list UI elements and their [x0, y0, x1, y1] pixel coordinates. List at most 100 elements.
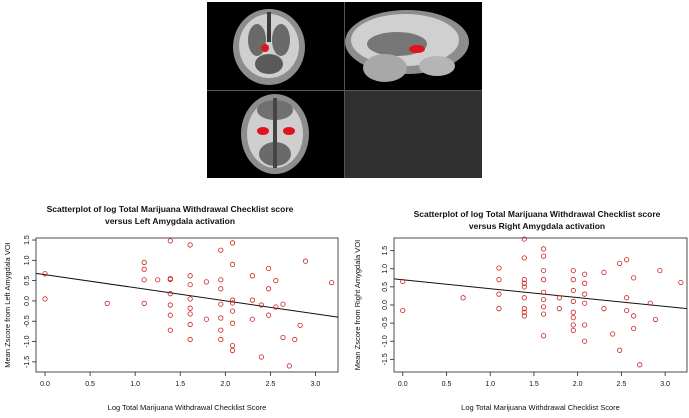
- x-tick-label: 2.0: [573, 381, 583, 388]
- scatter-point: [496, 306, 502, 312]
- scatter-point: [218, 336, 224, 343]
- scatter-point: [249, 297, 255, 303]
- scatter-point: [273, 278, 279, 284]
- scatter-point: [187, 336, 193, 343]
- scatter-point: [141, 259, 147, 265]
- scatter-point: [218, 327, 224, 333]
- scatter-point: [229, 343, 236, 349]
- scatter-point: [218, 277, 224, 283]
- scatter-point: [521, 309, 527, 315]
- scatter-point: [229, 347, 236, 354]
- y-tick-label: 1.5: [382, 246, 389, 256]
- scatter-point: [42, 271, 48, 277]
- scatter-point: [657, 267, 663, 274]
- scatter-point: [521, 295, 527, 301]
- scatter-point: [540, 333, 547, 339]
- y-tick-label: 0.0: [382, 300, 389, 310]
- scatter-point: [400, 278, 406, 285]
- x-tick-label: 3.0: [311, 381, 321, 388]
- scatter-plot-left-amygdala: Scatterplot of log Total Marijuana Withd…: [3, 204, 339, 412]
- scatter-point: [187, 311, 193, 317]
- scatter-point: [521, 280, 527, 286]
- scatter-point: [570, 327, 576, 333]
- scatter-point: [582, 280, 588, 286]
- scatter-point: [570, 322, 576, 328]
- scatter-point: [218, 286, 224, 292]
- scatter-point: [540, 267, 547, 274]
- scatter-point: [218, 247, 224, 253]
- scatter-point: [218, 301, 224, 307]
- activation-blob-axial-left: [257, 127, 269, 135]
- scatter-point: [601, 269, 607, 276]
- scatter-point: [637, 362, 643, 368]
- scatter-point: [258, 354, 264, 360]
- y-tick-label: -1.0: [24, 335, 31, 347]
- x-tick-label: 2.0: [220, 381, 230, 388]
- scatter-point: [141, 266, 147, 272]
- y-tick-label: 1.5: [24, 235, 31, 245]
- scatter-point: [297, 322, 303, 328]
- scatter-point: [280, 301, 286, 307]
- scatter-point: [582, 271, 588, 277]
- scatter-point: [141, 300, 147, 306]
- y-tick-label: -1.5: [24, 356, 31, 368]
- scatter-point: [167, 276, 173, 283]
- scatter-point: [280, 334, 286, 341]
- scatter-point: [229, 261, 236, 267]
- scatter-point: [631, 275, 637, 281]
- x-tick-label: 2.5: [617, 381, 627, 388]
- scatter-plot-right-amygdala: Scatterplot of log Total Marijuana Withd…: [353, 209, 688, 412]
- scatter-point: [249, 316, 255, 322]
- chart-title-line: versus Left Amygdala activation: [105, 216, 235, 226]
- chart-title-line: versus Right Amygdala activation: [469, 221, 605, 231]
- scatter-point: [203, 279, 209, 285]
- scatter-point: [229, 320, 236, 326]
- scatter-point: [582, 300, 588, 306]
- scatter-point: [521, 277, 527, 283]
- scatter-point: [631, 313, 637, 319]
- scatter-point: [617, 260, 623, 266]
- scatter-point: [460, 295, 466, 301]
- scatter-point: [496, 277, 502, 283]
- y-tick-label: 1.0: [24, 255, 31, 265]
- scatter-point: [521, 284, 527, 290]
- scatter-point: [617, 347, 623, 353]
- scatter-point: [265, 312, 272, 318]
- scatter-point: [647, 300, 653, 306]
- brain-panel-empty-cell: [345, 91, 482, 178]
- x-tick-label: 1.5: [529, 381, 539, 388]
- scatter-point: [229, 308, 236, 314]
- scatter-point: [631, 325, 637, 332]
- scatter-point: [582, 338, 588, 344]
- scatter-point: [582, 322, 588, 328]
- activation-blob-sagittal: [409, 45, 425, 53]
- x-tick-label: 2.5: [266, 381, 276, 388]
- brain-image-panel: [207, 2, 482, 178]
- x-tick-label: 3.0: [660, 381, 670, 388]
- scatter-point: [400, 307, 406, 314]
- scatter-point: [273, 304, 279, 310]
- scatter-point: [678, 279, 684, 286]
- y-tick-label: 0.5: [24, 276, 31, 286]
- y-tick-label: -0.5: [382, 317, 389, 329]
- scatter-point: [540, 277, 547, 283]
- x-tick-label: 0.5: [442, 381, 452, 388]
- scatter-point: [187, 296, 193, 302]
- x-axis-label: Log Total Marijuana Withdrawal Checklist…: [108, 403, 267, 412]
- x-axis-label: Log Total Marijuana Withdrawal Checklist…: [461, 403, 620, 412]
- brain-axial-view: [241, 94, 309, 174]
- y-tick-label: -0.5: [24, 315, 31, 327]
- scatter-point: [624, 257, 630, 263]
- plot-frame: [35, 237, 339, 373]
- scatter-point: [521, 306, 527, 312]
- scatter-point: [540, 246, 547, 252]
- y-tick-label: -1.0: [382, 335, 389, 347]
- scatter-point: [570, 315, 576, 321]
- x-tick-label: 1.5: [175, 381, 185, 388]
- scatter-point: [203, 316, 209, 322]
- scatter-point: [496, 291, 502, 297]
- scatter-point: [167, 327, 173, 333]
- scatter-point: [521, 313, 527, 319]
- scatter-point: [624, 307, 630, 314]
- scatter-point: [521, 236, 527, 242]
